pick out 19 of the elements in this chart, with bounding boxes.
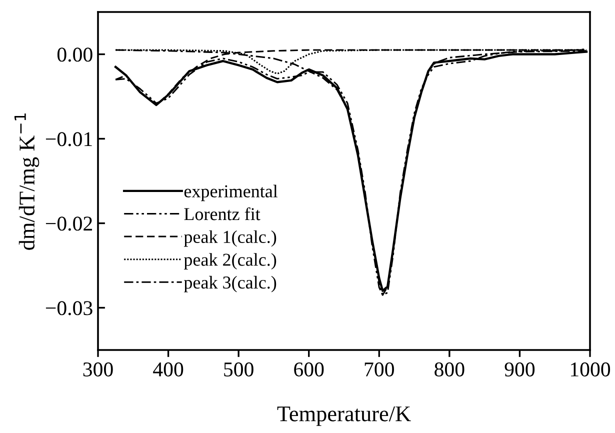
y-tick-label: 0.00 [57, 48, 92, 62]
x-tick-label: 300 [83, 362, 113, 376]
y-tick-label: −0.02 [46, 216, 92, 231]
y-axis-title: dm/dT/mg K$^{−1}$ [14, 114, 40, 250]
x-tick-label: 1000 [571, 362, 610, 376]
x-axis-title: Temperature/K [277, 406, 411, 426]
x-tick-label: 700 [364, 362, 394, 376]
legend-label: peak 2(calc.) [184, 253, 276, 270]
x-tick-label: 600 [294, 362, 324, 376]
legend-label: peak 1(calc.) [184, 230, 276, 247]
x-tick-label: 900 [504, 362, 535, 376]
legend-label: peak 3(calc.) [184, 276, 276, 292]
legend-label: Lorentz fit [184, 207, 260, 220]
x-tick-label: 400 [153, 362, 184, 376]
y-tick-label: −0.03 [46, 301, 92, 316]
x-tick-label: 800 [434, 362, 464, 376]
x-tick-label: 500 [224, 362, 254, 376]
y-tick-label: −0.01 [46, 132, 92, 146]
legend-label: experimental [184, 184, 278, 202]
